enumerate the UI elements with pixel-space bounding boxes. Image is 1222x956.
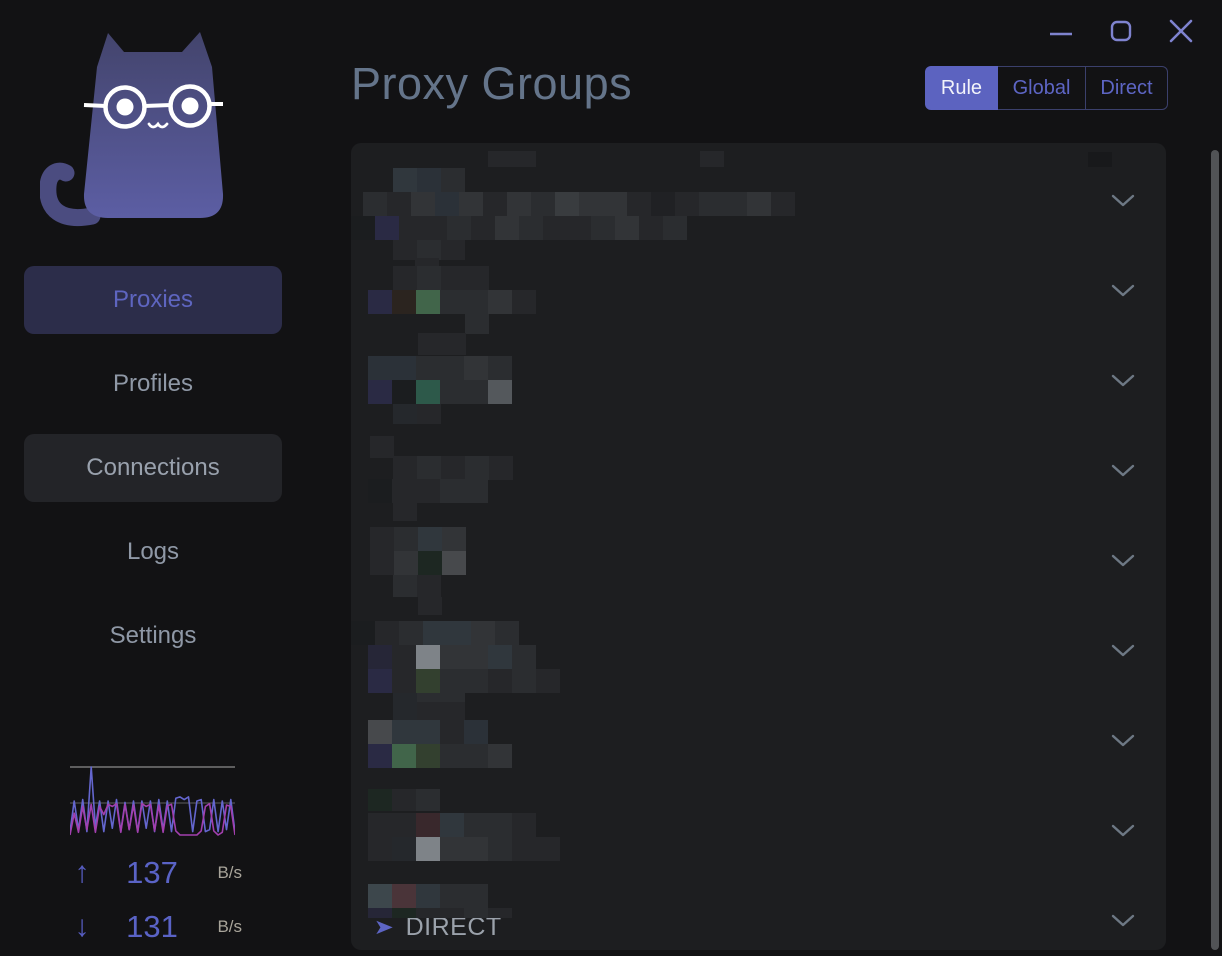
redacted-mosaic-run: [418, 333, 466, 355]
expand-chevron-icon[interactable]: [1103, 818, 1143, 844]
maximize-icon: [1110, 20, 1132, 42]
sidebar-item-logs[interactable]: Logs: [126, 538, 180, 565]
close-button[interactable]: [1165, 15, 1197, 47]
sidebar-item-connections[interactable]: Connections: [24, 434, 282, 502]
proxy-groups-panel: ➤ DIRECT: [351, 143, 1166, 950]
sidebar-item-settings[interactable]: Settings: [109, 622, 197, 649]
cat-tail: [39, 162, 101, 226]
download-line: [70, 802, 235, 836]
redacted-mosaic-run: [1088, 152, 1112, 167]
download-speed-value: 131: [126, 909, 178, 944]
minimize-button[interactable]: [1045, 15, 1077, 47]
redacted-mosaic-run: [368, 290, 536, 314]
mode-switch: Rule Global Direct: [925, 66, 1168, 110]
redacted-mosaic-run: [370, 551, 466, 575]
sidebar: Proxies Profiles Connections Logs Settings ↑…: [0, 0, 330, 956]
expand-chevron-icon[interactable]: [1103, 638, 1143, 664]
redacted-mosaic-run: [363, 192, 795, 216]
redacted-mosaic-run: [368, 356, 512, 380]
maximize-button[interactable]: [1105, 15, 1137, 47]
redacted-mosaic-run: [370, 527, 466, 551]
redacted-mosaic-run: [393, 456, 513, 480]
redacted-mosaic-run: [418, 597, 442, 615]
redacted-mosaic-run: [368, 908, 512, 918]
expand-chevron-icon[interactable]: [1103, 908, 1143, 934]
redacted-mosaic-run: [370, 436, 394, 458]
sidebar-nav: Proxies Profiles Connections Logs Settings: [24, 266, 282, 686]
expand-chevron-icon[interactable]: [1103, 368, 1143, 394]
redacted-mosaic-run: [368, 720, 488, 744]
upload-arrow-icon: ↑: [74, 856, 90, 889]
redacted-mosaic-run: [368, 380, 512, 404]
redacted-mosaic-run: [351, 216, 687, 240]
clash-cat-logo: [39, 22, 252, 227]
cat-body: [83, 32, 224, 218]
scrollbar-thumb[interactable]: [1211, 150, 1219, 950]
redacted-mosaic-run: [393, 503, 417, 521]
redacted-mosaic-run: [368, 837, 560, 861]
selected-proxy-arrow-icon: ➤: [373, 916, 394, 939]
sidebar-item-profiles[interactable]: Profiles: [112, 370, 194, 397]
cat-eye-left: [116, 98, 134, 116]
expand-chevron-icon[interactable]: [1103, 548, 1143, 574]
download-speed-unit: B/s: [217, 917, 242, 936]
redacted-mosaic-run: [368, 789, 440, 811]
mode-rule-button[interactable]: Rule: [925, 66, 998, 110]
traffic-sparkline: [70, 766, 235, 836]
upload-speed-unit: B/s: [217, 863, 242, 882]
download-stat: ↓ 131 B/s: [62, 907, 243, 947]
expand-chevron-icon[interactable]: [1103, 458, 1143, 484]
redacted-mosaic-run: [368, 744, 512, 768]
redacted-mosaic-run: [393, 266, 489, 290]
page-title: Proxy Groups: [351, 58, 633, 109]
redacted-mosaic-run: [488, 151, 536, 167]
expand-chevron-icon[interactable]: [1103, 278, 1143, 304]
download-arrow-icon: ↓: [74, 910, 90, 943]
redacted-mosaic-run: [368, 645, 536, 669]
redacted-mosaic-run: [368, 479, 488, 503]
redacted-mosaic-run: [393, 702, 465, 720]
expand-chevron-icon[interactable]: [1103, 188, 1143, 214]
redacted-mosaic-run: [393, 240, 465, 260]
mode-global-button[interactable]: Global: [998, 66, 1086, 110]
redacted-mosaic-run: [368, 884, 488, 908]
upload-speed-value: 137: [126, 855, 178, 890]
sidebar-item-proxies[interactable]: Proxies: [24, 266, 282, 334]
close-icon: [1169, 19, 1193, 43]
redacted-mosaic-run: [393, 404, 441, 424]
expand-chevron-icon[interactable]: [1103, 728, 1143, 754]
redacted-mosaic-run: [393, 168, 465, 192]
redacted-mosaic-run: [700, 151, 724, 167]
minimize-icon: [1050, 32, 1072, 36]
redacted-mosaic-run: [351, 621, 519, 645]
redacted-mosaic-run: [465, 314, 489, 334]
mode-direct-button[interactable]: Direct: [1086, 66, 1168, 110]
upload-stat: ↑ 137 B/s: [62, 853, 243, 893]
cat-eye-right: [181, 97, 199, 115]
cat-mouth: [147, 121, 169, 129]
redacted-mosaic-run: [393, 575, 441, 597]
redacted-mosaic-run: [368, 669, 560, 693]
redacted-mosaic-run: [368, 813, 536, 837]
